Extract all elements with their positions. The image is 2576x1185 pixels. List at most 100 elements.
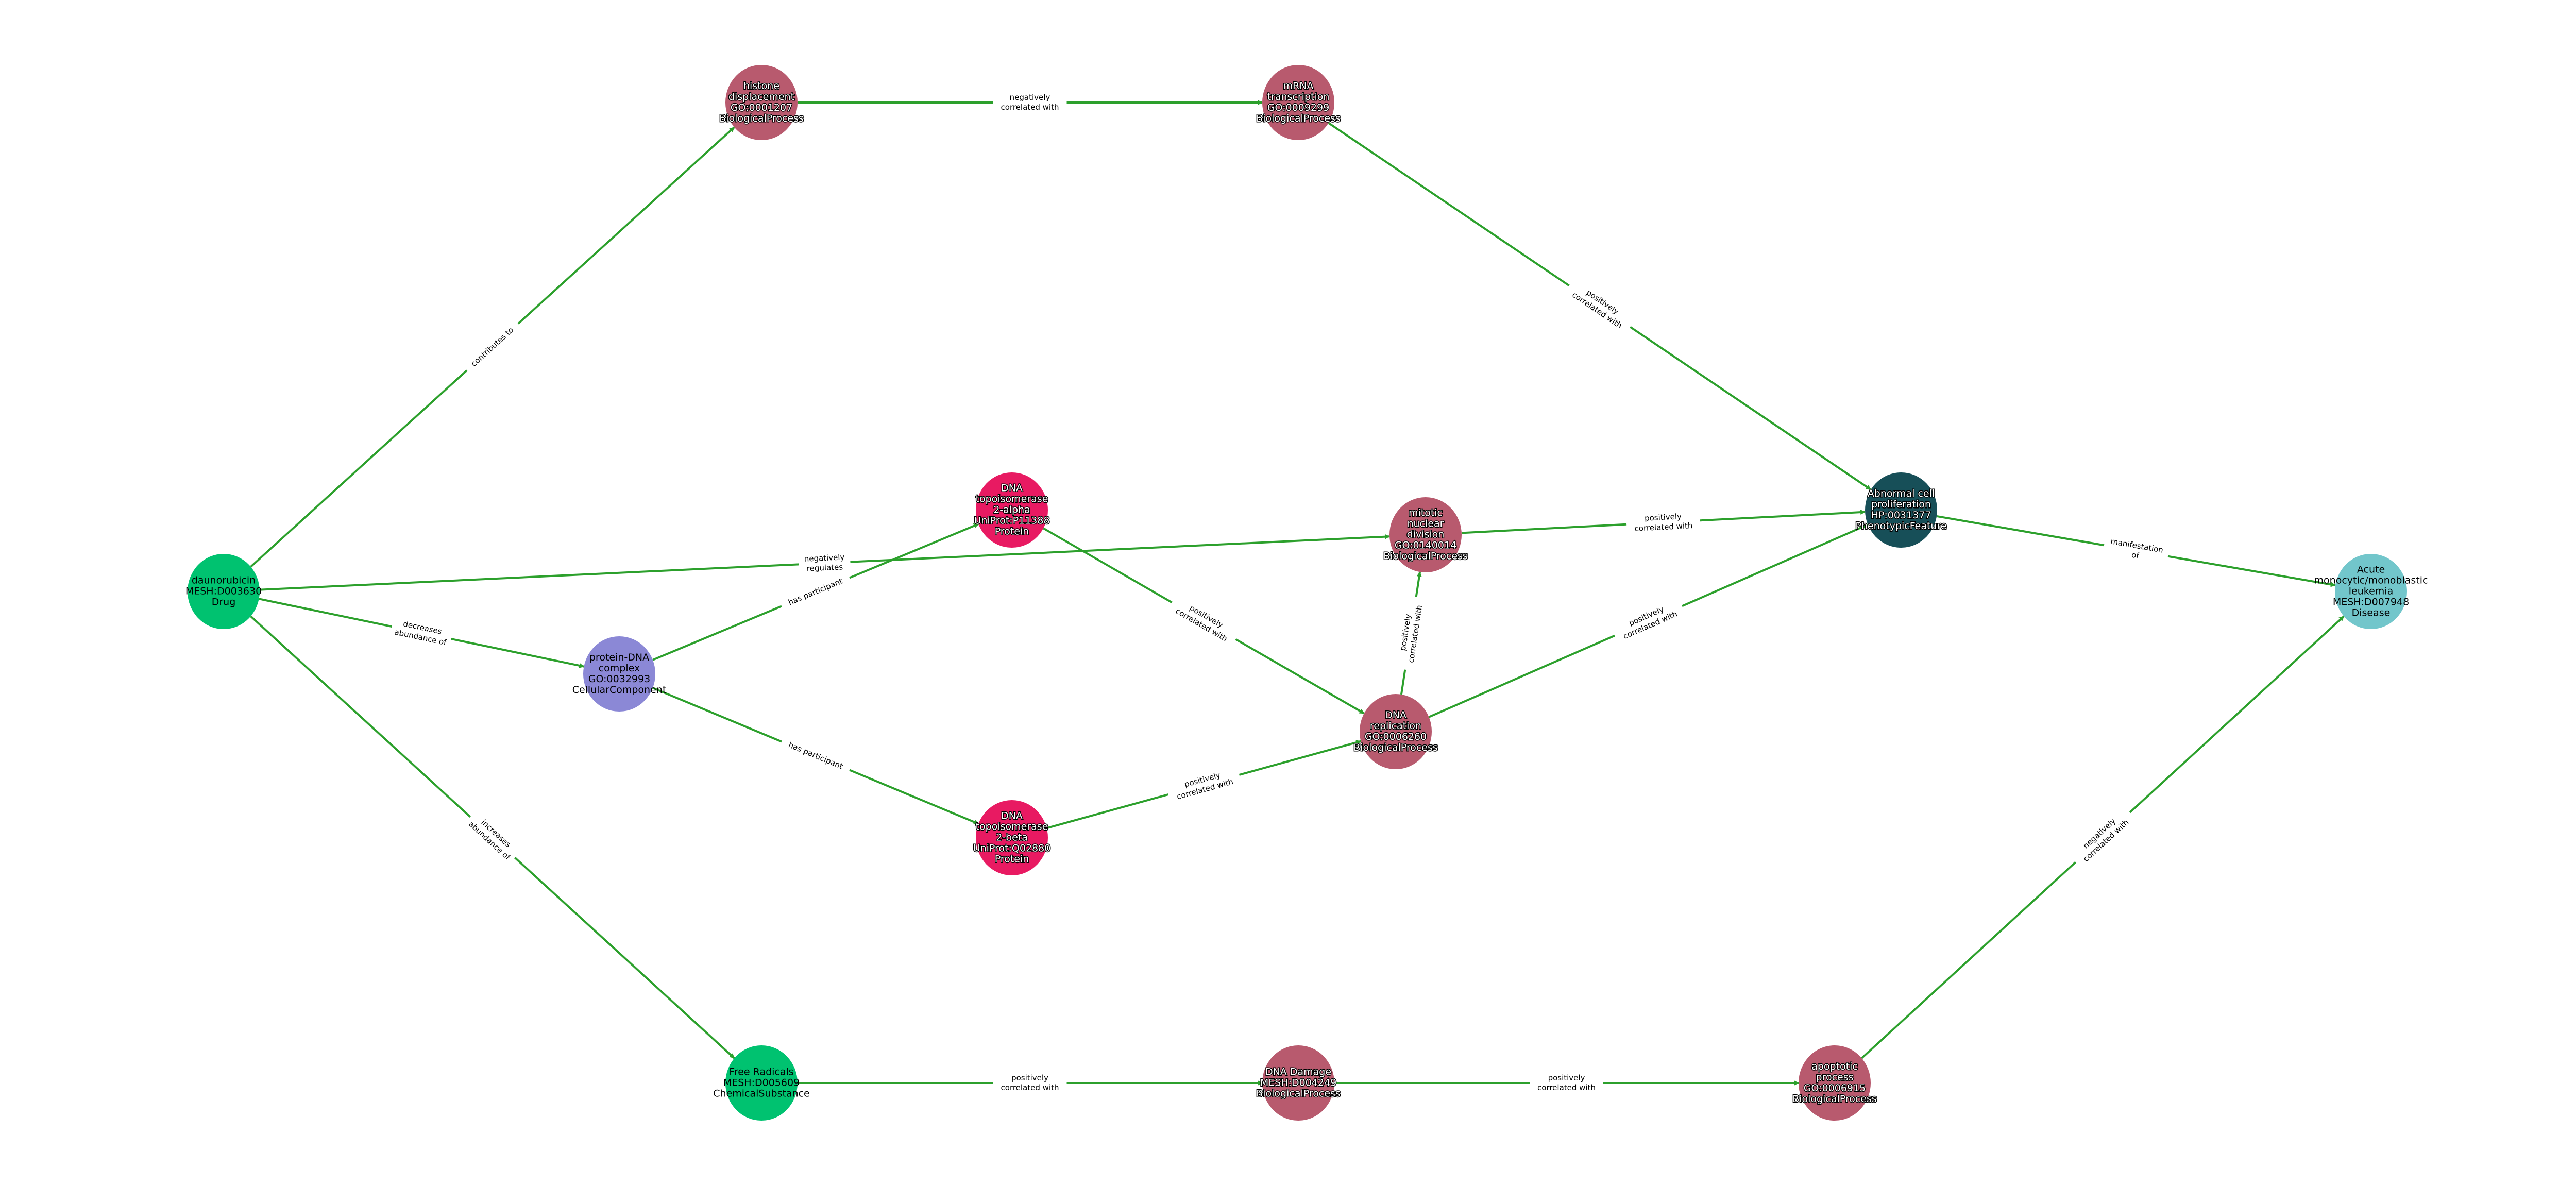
edge-label-background <box>1530 1072 1603 1094</box>
edge-label-background <box>993 1072 1067 1094</box>
node-label-line: Free Radicals <box>729 1066 793 1078</box>
node-label-line: proliferation <box>1871 499 1931 510</box>
edge-label-background <box>2102 534 2170 568</box>
node-circle[interactable] <box>725 1045 798 1121</box>
edge-label: has participant <box>779 735 852 776</box>
edge-daunorubicin-histone: contributes to <box>250 126 735 568</box>
node-label-line: UniProt:Q02880 <box>973 843 1051 854</box>
edge-label-background <box>2067 804 2138 871</box>
node-circle[interactable] <box>725 65 798 140</box>
node-apoptotic[interactable]: apoptoticprocessGO:0006915BiologicalProc… <box>1792 1045 1877 1121</box>
node-label-line: MESH:D005609 <box>723 1077 800 1089</box>
node-label-line: Disease <box>2352 607 2391 619</box>
node-replication[interactable]: DNAreplicationGO:0006260BiologicalProces… <box>1353 694 1438 769</box>
node-label-line: BiologicalProcess <box>1256 1088 1341 1099</box>
edge-label-background <box>1394 595 1428 671</box>
edge-label-line: positively <box>1011 1073 1048 1082</box>
node-label-line: topoisomerase <box>976 821 1048 833</box>
node-label-line: daunorubicin <box>192 575 256 586</box>
node-circle[interactable] <box>2335 554 2407 629</box>
node-label-line: HP:0031377 <box>1871 510 1931 521</box>
edge-label-line: of <box>2131 550 2140 561</box>
node-label-line: division <box>1407 529 1445 540</box>
node-circle[interactable] <box>1389 497 1462 572</box>
node-label-line: GO:0009299 <box>1267 102 1329 113</box>
node-circle[interactable] <box>1262 1045 1334 1121</box>
edge-label-background <box>462 808 523 866</box>
edge-label-background <box>1166 592 1242 649</box>
edge-label-background <box>389 615 453 650</box>
node-histone[interactable]: histonedisplacementGO:0001207BiologicalP… <box>719 65 804 140</box>
edge-label-line: positively <box>1548 1073 1585 1082</box>
node-label-line: histone <box>743 80 779 92</box>
node-circle[interactable] <box>1262 65 1334 140</box>
node-abnormal[interactable]: Abnormal cellproliferationHP:0031377Phen… <box>1855 472 1947 548</box>
node-label-line: MESH:D007948 <box>2333 597 2409 608</box>
edge-label-line: has participant <box>787 740 844 771</box>
edge-label-background <box>779 735 852 776</box>
node-label-line: GO:0032993 <box>588 673 650 685</box>
node-mitotic[interactable]: mitoticnucleardivisionGO:0140014Biologic… <box>1383 497 1468 572</box>
node-acute[interactable]: Acutemonocytic/monoblasticleukemiaMESH:D… <box>2314 554 2428 629</box>
node-topo_alpha[interactable]: DNAtopoisomerase2-alphaUniProt:P11388Pro… <box>973 472 1050 548</box>
edge-label-background <box>779 571 852 613</box>
edge-protein_dna-topo_beta: has participant <box>652 687 979 825</box>
node-label-line: 2-alpha <box>993 504 1030 516</box>
node-label-line: topoisomerase <box>976 494 1048 505</box>
node-label-line: apoptotic <box>1811 1061 1858 1072</box>
node-protein_dna[interactable]: protein-DNAcomplexGO:0032993CellularComp… <box>572 636 667 712</box>
node-label-line: mRNA <box>1283 80 1314 92</box>
node-label-line: protein-DNA <box>589 652 649 663</box>
node-circle[interactable] <box>1799 1045 1871 1121</box>
node-label-line: GO:0006260 <box>1365 731 1427 742</box>
edge-label-line: correlated with <box>1634 521 1693 533</box>
node-label-line: BiologicalProcess <box>1256 113 1341 124</box>
edge-label-background <box>1165 764 1243 806</box>
edge-label: has participant <box>779 571 852 613</box>
node-circle[interactable] <box>976 472 1048 548</box>
node-label-line: replication <box>1370 720 1421 732</box>
node-circle[interactable] <box>1865 472 1937 548</box>
node-label-line: BiologicalProcess <box>1383 551 1468 562</box>
edge-label-line: correlated with <box>1001 103 1059 112</box>
edge-label-background <box>462 319 523 375</box>
node-free_radicals[interactable]: Free RadicalsMESH:D005609ChemicalSubstan… <box>713 1045 810 1121</box>
node-circle[interactable] <box>188 554 260 629</box>
node-label-line: BiologicalProcess <box>1353 742 1438 753</box>
node-label-line: Abnormal cell <box>1868 488 1935 499</box>
node-label-line: 2-beta <box>996 832 1028 843</box>
node-label-line: complex <box>599 663 640 674</box>
node-mrna[interactable]: mRNAtranscriptionGO:0009299BiologicalPro… <box>1256 65 1341 140</box>
node-circle[interactable] <box>583 636 655 712</box>
edge-label-line: negatively <box>1010 93 1050 102</box>
node-circle[interactable] <box>1360 694 1432 769</box>
node-label-line: MESH:D003630 <box>185 586 262 597</box>
edge-protein_dna-topo_alpha: has participant <box>652 523 979 661</box>
node-label-line: DNA Damage <box>1265 1066 1331 1078</box>
node-circle[interactable] <box>976 800 1048 875</box>
node-label-line: GO:0006915 <box>1804 1082 1866 1094</box>
node-topo_beta[interactable]: DNAtopoisomerase2-betaUniProt:Q02880Prot… <box>972 800 1052 875</box>
